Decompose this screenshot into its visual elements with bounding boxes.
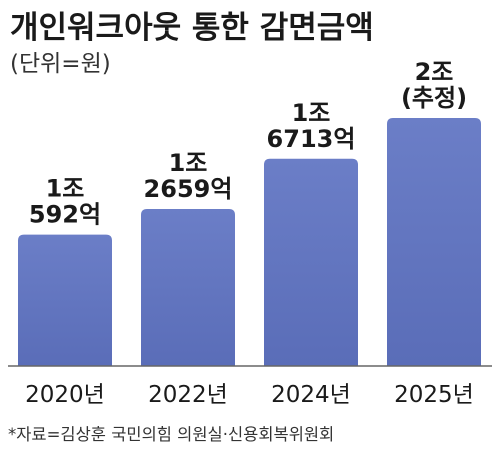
x-tick-label-2: 2024년 bbox=[271, 382, 351, 408]
bar-3 bbox=[387, 118, 481, 366]
data-label-0-line-0: 1조 bbox=[46, 175, 85, 203]
bar-0 bbox=[18, 234, 112, 366]
data-label-3-line-1: (추정) bbox=[401, 84, 467, 112]
x-tick-labels: 2020년 2022년 2024년 2025년 bbox=[25, 382, 474, 408]
data-label-3-line-0: 2조 bbox=[415, 58, 454, 86]
data-label-2-line-1: 6713억 bbox=[267, 125, 356, 153]
data-label-1-line-1: 2659억 bbox=[144, 175, 233, 203]
source-note: *자료=김상훈 국민의힘 의원실·신용회복위원회 bbox=[8, 425, 334, 444]
bar-2 bbox=[264, 158, 358, 366]
data-label-0-line-1: 592억 bbox=[29, 201, 101, 229]
bar-1 bbox=[141, 209, 235, 366]
bars-layer bbox=[18, 118, 481, 366]
x-tick-label-0: 2020년 bbox=[25, 382, 105, 408]
unit-note: (단위=원) bbox=[10, 51, 111, 77]
x-tick-label-1: 2022년 bbox=[148, 382, 228, 408]
data-label-2-line-0: 1조 bbox=[292, 99, 331, 127]
x-tick-label-3: 2025년 bbox=[394, 382, 474, 408]
data-label-1-line-0: 1조 bbox=[169, 149, 208, 177]
chart-title: 개인워크아웃 통한 감면금액 bbox=[10, 10, 374, 46]
